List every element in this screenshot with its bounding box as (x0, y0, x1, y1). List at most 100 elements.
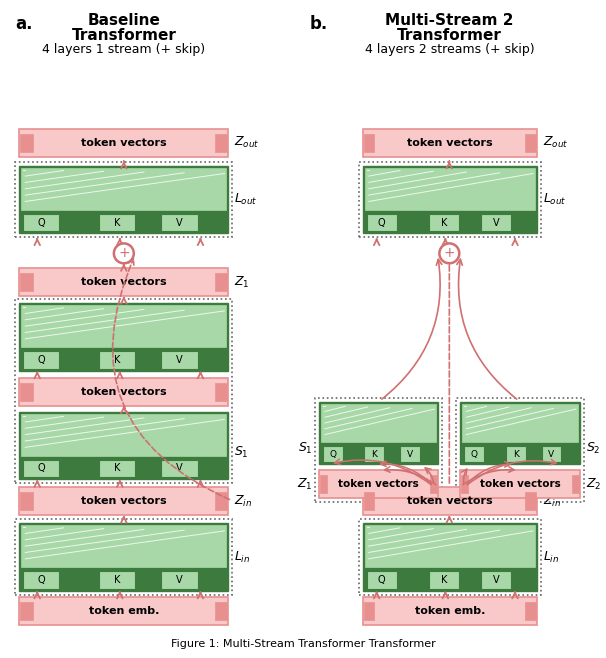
FancyBboxPatch shape (99, 351, 135, 369)
Text: $S_1$: $S_1$ (298, 441, 313, 456)
Text: Q: Q (38, 575, 45, 585)
Text: $Z_1$: $Z_1$ (298, 477, 313, 492)
FancyBboxPatch shape (525, 601, 536, 620)
FancyBboxPatch shape (21, 414, 227, 455)
FancyBboxPatch shape (99, 460, 135, 477)
FancyBboxPatch shape (161, 351, 198, 369)
FancyBboxPatch shape (461, 401, 580, 465)
Text: Multi-Stream 2: Multi-Stream 2 (385, 13, 513, 28)
Text: V: V (493, 218, 499, 228)
FancyBboxPatch shape (365, 525, 535, 567)
FancyBboxPatch shape (461, 475, 468, 494)
Text: $Z_1$: $Z_1$ (235, 274, 250, 290)
FancyBboxPatch shape (364, 446, 384, 463)
Text: K: K (441, 575, 447, 585)
Text: $L_{out}$: $L_{out}$ (235, 192, 258, 207)
FancyBboxPatch shape (430, 475, 438, 494)
FancyBboxPatch shape (19, 129, 228, 157)
FancyBboxPatch shape (429, 214, 459, 232)
FancyBboxPatch shape (481, 214, 511, 232)
Text: Figure 1: Multi-Stream Transformer Transformer: Figure 1: Multi-Stream Transformer Trans… (171, 638, 435, 649)
FancyBboxPatch shape (367, 571, 396, 589)
Text: $L_{out}$: $L_{out}$ (543, 192, 567, 207)
FancyBboxPatch shape (161, 460, 198, 477)
Text: token vectors: token vectors (81, 277, 167, 287)
Text: $S_2$: $S_2$ (585, 441, 600, 456)
FancyBboxPatch shape (542, 446, 561, 463)
Text: V: V (548, 450, 554, 459)
Text: token vectors: token vectors (407, 138, 493, 148)
Text: token vectors: token vectors (81, 387, 167, 397)
FancyBboxPatch shape (525, 492, 536, 510)
FancyBboxPatch shape (364, 492, 374, 510)
Circle shape (114, 243, 134, 263)
FancyBboxPatch shape (363, 166, 537, 234)
FancyBboxPatch shape (320, 475, 327, 494)
FancyBboxPatch shape (19, 268, 228, 296)
FancyBboxPatch shape (99, 571, 135, 589)
FancyBboxPatch shape (19, 303, 228, 371)
FancyBboxPatch shape (19, 166, 228, 234)
FancyBboxPatch shape (19, 597, 228, 624)
Text: Q: Q (38, 463, 45, 474)
FancyBboxPatch shape (363, 523, 537, 591)
Text: Q: Q (378, 218, 385, 228)
FancyBboxPatch shape (161, 214, 198, 232)
FancyBboxPatch shape (363, 488, 537, 515)
Text: 4 layers 1 stream (+ skip): 4 layers 1 stream (+ skip) (42, 43, 205, 57)
Text: $S_1$: $S_1$ (235, 445, 249, 460)
Text: Transformer: Transformer (397, 28, 502, 43)
FancyBboxPatch shape (429, 571, 459, 589)
Circle shape (439, 243, 459, 263)
Text: Baseline: Baseline (87, 13, 160, 28)
Text: 4 layers 2 streams (+ skip): 4 layers 2 streams (+ skip) (365, 43, 534, 57)
Text: +: + (118, 246, 130, 261)
FancyBboxPatch shape (19, 412, 228, 479)
FancyBboxPatch shape (321, 403, 436, 442)
FancyBboxPatch shape (215, 601, 227, 620)
FancyBboxPatch shape (19, 378, 228, 405)
FancyBboxPatch shape (23, 571, 59, 589)
Text: V: V (176, 463, 183, 474)
Text: K: K (114, 218, 120, 228)
FancyBboxPatch shape (365, 168, 535, 210)
FancyBboxPatch shape (21, 134, 33, 152)
FancyBboxPatch shape (571, 475, 579, 494)
Text: V: V (407, 450, 413, 459)
FancyBboxPatch shape (367, 214, 396, 232)
FancyBboxPatch shape (19, 523, 228, 591)
FancyBboxPatch shape (215, 273, 227, 291)
FancyBboxPatch shape (481, 571, 511, 589)
Text: K: K (371, 450, 377, 459)
FancyBboxPatch shape (215, 134, 227, 152)
FancyBboxPatch shape (21, 492, 33, 510)
FancyBboxPatch shape (23, 214, 59, 232)
Text: V: V (176, 575, 183, 585)
FancyBboxPatch shape (319, 401, 438, 465)
Text: $L_{in}$: $L_{in}$ (543, 549, 559, 565)
FancyBboxPatch shape (364, 134, 374, 152)
Text: b.: b. (310, 15, 328, 34)
Text: token vectors: token vectors (479, 479, 561, 490)
Text: token vectors: token vectors (338, 479, 419, 490)
FancyBboxPatch shape (323, 446, 343, 463)
FancyBboxPatch shape (161, 571, 198, 589)
FancyBboxPatch shape (99, 214, 135, 232)
FancyBboxPatch shape (319, 470, 438, 498)
FancyBboxPatch shape (525, 134, 536, 152)
Text: token emb.: token emb. (88, 606, 159, 616)
FancyBboxPatch shape (21, 601, 33, 620)
FancyBboxPatch shape (215, 492, 227, 510)
Text: token vectors: token vectors (81, 138, 167, 148)
Text: K: K (114, 575, 120, 585)
Text: token vectors: token vectors (81, 496, 167, 506)
FancyBboxPatch shape (23, 351, 59, 369)
FancyBboxPatch shape (505, 446, 525, 463)
Text: $L_{in}$: $L_{in}$ (235, 549, 251, 565)
FancyBboxPatch shape (464, 446, 484, 463)
Text: a.: a. (15, 15, 33, 34)
Text: Transformer: Transformer (72, 28, 176, 43)
Text: Q: Q (330, 450, 336, 459)
FancyBboxPatch shape (21, 168, 227, 210)
FancyBboxPatch shape (364, 601, 374, 620)
